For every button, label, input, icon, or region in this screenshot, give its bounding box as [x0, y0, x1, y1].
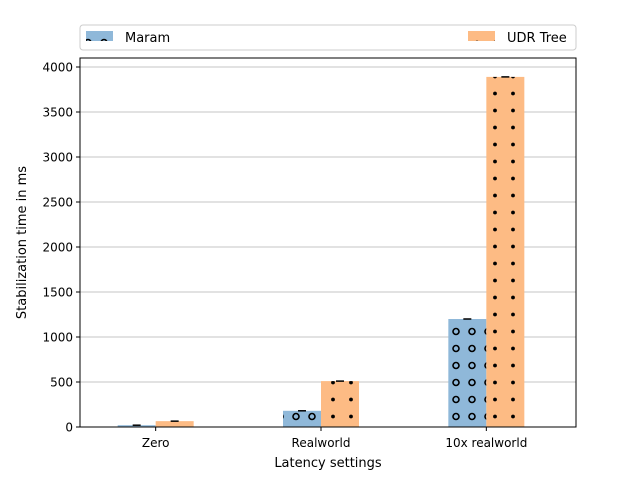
bar-hatch	[155, 421, 194, 427]
bar-hatch	[283, 410, 321, 427]
legend-frame	[79, 24, 577, 51]
y-axis-ticks: 0 500 1000 1500 2000 2500 3000 3500 4000	[42, 61, 80, 435]
x-tick-label: Realworld	[292, 436, 351, 450]
x-axis-label: Latency settings	[274, 456, 382, 471]
y-tick-label: 1000	[42, 331, 73, 345]
legend-swatch-hatch	[86, 31, 113, 41]
plot-frame	[79, 57, 577, 428]
bar-hatch	[448, 319, 487, 427]
y-gridlines	[80, 66, 576, 428]
legend: Maram UDR Tree	[79, 24, 577, 51]
y-tick-label: 1500	[42, 286, 73, 300]
y-axis-label: Stabilization time in ms	[15, 166, 30, 319]
legend-label: Maram	[125, 31, 170, 46]
x-tick-label: Zero	[142, 436, 170, 450]
y-tick-label: 2500	[42, 196, 73, 210]
y-tick-label: 3000	[42, 151, 73, 165]
x-axis-ticks: Zero Realworld 10x realworld	[142, 427, 527, 450]
legend-swatch-hatch	[468, 31, 495, 41]
y-tick-label: 4000	[42, 61, 73, 75]
y-tick-label: 0	[65, 421, 73, 435]
bar-hatch	[486, 76, 525, 428]
legend-label: UDR Tree	[507, 31, 567, 46]
bars	[117, 76, 525, 428]
y-tick-label: 3500	[42, 106, 73, 120]
y-tick-label: 500	[50, 376, 73, 390]
y-tick-label: 2000	[42, 241, 73, 255]
bar-hatch	[321, 381, 359, 427]
bar-hatch	[117, 425, 156, 427]
x-tick-label: 10x realworld	[445, 436, 527, 450]
